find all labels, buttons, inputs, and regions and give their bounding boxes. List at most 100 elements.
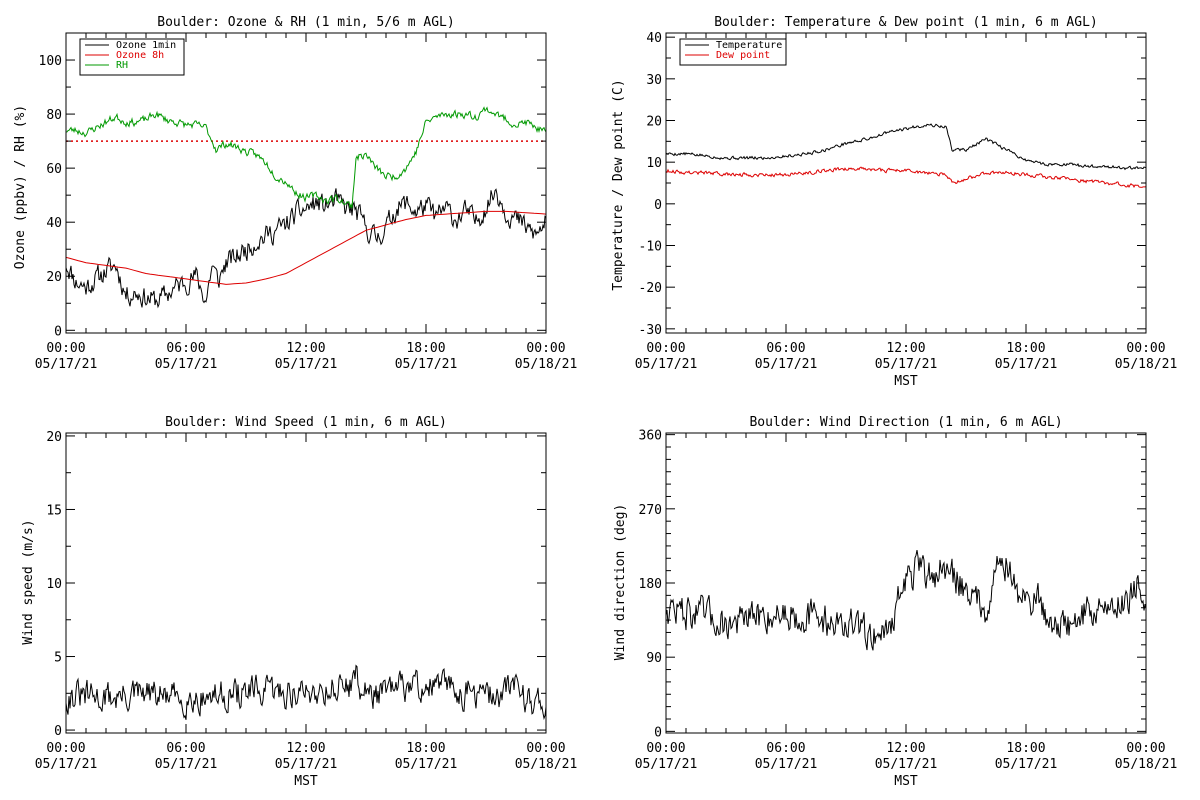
x-tick-label-time: 06:00: [766, 341, 805, 356]
plot-frame: [65, 32, 547, 334]
x-tick-label-time: 00:00: [46, 341, 85, 356]
plot-frame: [665, 32, 1147, 334]
y-tick-label: 30: [646, 73, 662, 88]
chart-title: Boulder: Temperature & Dew point (1 min,…: [714, 15, 1098, 30]
x-tick-label-date: 05/17/21: [875, 757, 938, 772]
legend-entry: Ozone 1min: [116, 40, 176, 51]
x-tick-label-time: 12:00: [286, 341, 325, 356]
legend-entry: Temperature: [716, 40, 782, 51]
panel-wind-speed: Boulder: Wind Speed (1 min, 6 m AGL) Win…: [21, 415, 447, 789]
plot-wind_speed: 00:0005/17/2106:0005/17/2112:0005/17/211…: [35, 430, 578, 772]
y-tick-label: 20: [646, 115, 662, 130]
y-tick-label: 10: [646, 156, 662, 171]
x-tick-label-time: 12:00: [886, 741, 925, 756]
y-tick-label: 180: [639, 577, 662, 592]
y-tick-label: 0: [54, 724, 62, 739]
x-tick-label-date: 05/17/21: [155, 757, 218, 772]
x-tick-label-time: 12:00: [286, 741, 325, 756]
x-tick-label-time: 06:00: [166, 341, 205, 356]
x-axis-label: MST: [894, 774, 918, 789]
x-tick-label-time: 18:00: [406, 341, 445, 356]
series-line-rh: [66, 106, 546, 209]
x-tick-label-time: 00:00: [646, 741, 685, 756]
x-tick-label-date: 05/17/21: [275, 757, 338, 772]
x-tick-label-time: 06:00: [166, 741, 205, 756]
y-tick-label: -10: [639, 240, 662, 255]
panel-ozone-rh: Boulder: Ozone & RH (1 min, 5/6 m AGL) O…: [13, 15, 455, 269]
x-tick-label-date: 05/18/21: [515, 357, 578, 372]
x-tick-label-date: 05/18/21: [1115, 357, 1178, 372]
series-line-dew-point: [666, 166, 1146, 189]
x-tick-label-date: 05/17/21: [995, 757, 1058, 772]
y-tick-label: 60: [46, 162, 62, 177]
chart-title: Boulder: Ozone & RH (1 min, 5/6 m AGL): [157, 15, 454, 30]
x-axis-label: MST: [894, 374, 918, 389]
x-tick-label-time: 06:00: [766, 741, 805, 756]
x-tick-label-date: 05/17/21: [35, 357, 98, 372]
y-tick-label: 80: [46, 108, 62, 123]
x-tick-label-date: 05/17/21: [275, 357, 338, 372]
y-tick-label: 15: [46, 503, 62, 518]
y-axis-label: Wind speed (m/s): [21, 519, 36, 644]
y-tick-label: 20: [46, 430, 62, 445]
x-tick-label-time: 00:00: [1126, 341, 1165, 356]
x-tick-label-time: 00:00: [46, 741, 85, 756]
x-tick-label-time: 18:00: [1006, 341, 1045, 356]
y-tick-label: -30: [639, 323, 662, 338]
x-tick-label-time: 12:00: [886, 341, 925, 356]
y-tick-label: 40: [646, 31, 662, 46]
x-tick-label-date: 05/17/21: [875, 357, 938, 372]
x-tick-label-date: 05/17/21: [755, 757, 818, 772]
x-tick-label-time: 18:00: [406, 741, 445, 756]
y-tick-label: 0: [654, 725, 662, 740]
panel-wind-direction: Boulder: Wind Direction (1 min, 6 m AGL)…: [613, 415, 1063, 789]
x-tick-label-date: 05/17/21: [35, 757, 98, 772]
y-tick-label: 90: [646, 651, 662, 666]
series-line-0: [66, 664, 546, 720]
chart-title: Boulder: Wind Direction (1 min, 6 m AGL): [749, 415, 1062, 430]
plot-frame: [665, 432, 1147, 734]
x-tick-label-date: 05/17/21: [155, 357, 218, 372]
series-line-temperature: [666, 123, 1146, 171]
legend-box: [679, 38, 787, 66]
x-axis-label: MST: [294, 774, 318, 789]
legend-entry: RH: [116, 60, 128, 71]
x-tick-label-time: 00:00: [1126, 741, 1165, 756]
y-tick-label: 40: [46, 216, 62, 231]
x-tick-label-date: 05/18/21: [515, 757, 578, 772]
x-tick-label-date: 05/18/21: [1115, 757, 1178, 772]
series-line-ozone-8h: [66, 210, 546, 285]
y-tick-label: 0: [54, 324, 62, 339]
series-line-0: [666, 550, 1146, 651]
plot-temp_dew: 00:0005/17/2106:0005/17/2112:0005/17/211…: [635, 31, 1178, 372]
y-axis-label: Temperature / Dew point (C): [611, 79, 626, 290]
chart-title: Boulder: Wind Speed (1 min, 6 m AGL): [165, 415, 447, 430]
plot-wind_dir: 00:0005/17/2106:0005/17/2112:0005/17/211…: [635, 429, 1178, 772]
y-tick-label: 270: [639, 503, 662, 518]
panel-temperature-dewpoint: Boulder: Temperature & Dew point (1 min,…: [611, 15, 1098, 389]
x-tick-label-time: 00:00: [646, 341, 685, 356]
y-axis-label: Ozone (ppbv) / RH (%): [13, 105, 28, 269]
series-line-ozone-1min: [66, 188, 546, 309]
x-tick-label-date: 05/17/21: [755, 357, 818, 372]
x-tick-label-date: 05/17/21: [635, 757, 698, 772]
y-tick-label: 100: [39, 54, 62, 69]
x-tick-label-time: 18:00: [1006, 741, 1045, 756]
legend-entry: Dew point: [716, 50, 770, 61]
plot-ozone_rh: 00:0005/17/2106:0005/17/2112:0005/17/211…: [35, 32, 578, 372]
legend-entry: Ozone 8h: [116, 50, 164, 61]
x-tick-label-time: 00:00: [526, 341, 565, 356]
y-tick-label: 5: [54, 651, 62, 666]
x-tick-label-time: 00:00: [526, 741, 565, 756]
x-tick-label-date: 05/17/21: [395, 757, 458, 772]
y-tick-label: 10: [46, 577, 62, 592]
x-tick-label-date: 05/17/21: [635, 357, 698, 372]
y-tick-label: -20: [639, 281, 662, 296]
y-tick-label: 20: [46, 270, 62, 285]
x-tick-label-date: 05/17/21: [995, 357, 1058, 372]
y-axis-label: Wind direction (deg): [613, 504, 628, 661]
x-tick-label-date: 05/17/21: [395, 357, 458, 372]
